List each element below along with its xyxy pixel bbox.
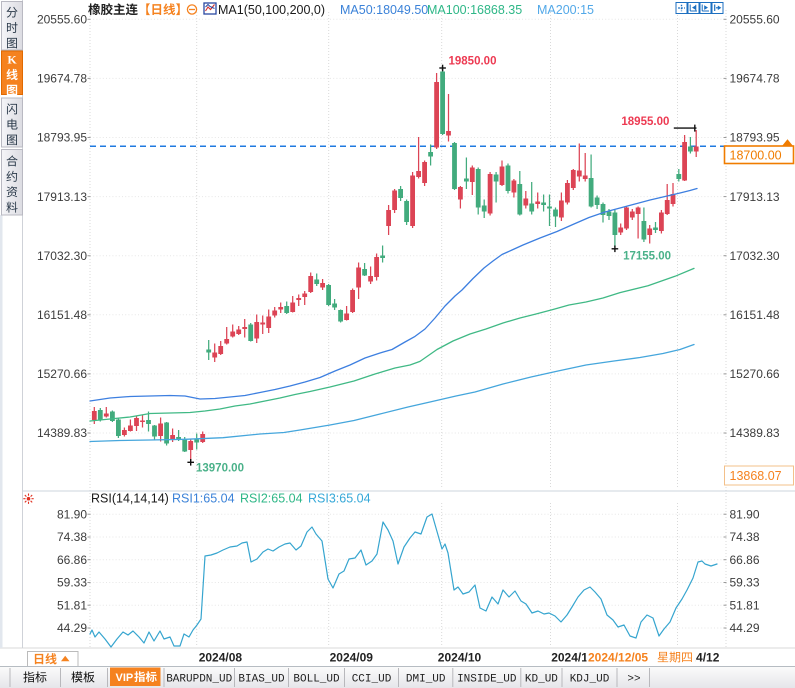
svg-text:44.29: 44.29 [57, 621, 87, 635]
svg-text:BOLL_UD: BOLL_UD [293, 674, 340, 686]
svg-text:20555.60: 20555.60 [37, 13, 87, 27]
svg-text:RSI3:65.04: RSI3:65.04 [308, 492, 371, 506]
svg-text:51.81: 51.81 [730, 598, 760, 612]
svg-text:19674.78: 19674.78 [37, 72, 87, 86]
svg-text:17032.30: 17032.30 [730, 249, 780, 263]
svg-text:18955.00: 18955.00 [621, 116, 669, 128]
svg-text:2024/10: 2024/10 [438, 651, 482, 665]
svg-text:59.33: 59.33 [57, 576, 87, 590]
svg-text:RSI2:65.04: RSI2:65.04 [240, 492, 303, 506]
svg-text:18793.95: 18793.95 [37, 131, 87, 145]
svg-text:20555.60: 20555.60 [730, 13, 780, 27]
svg-text:18700.00: 18700.00 [730, 149, 782, 163]
svg-text:CCI_UD: CCI_UD [352, 674, 392, 686]
svg-text:DMI_UD: DMI_UD [406, 674, 446, 686]
svg-text:66.86: 66.86 [57, 553, 87, 567]
svg-text:RSI(14,14,14): RSI(14,14,14) [91, 492, 169, 506]
svg-text:14389.83: 14389.83 [730, 426, 780, 440]
svg-text:19850.00: 19850.00 [449, 56, 497, 68]
svg-text:15270.66: 15270.66 [730, 367, 780, 381]
svg-text:BARUPDN_UD: BARUPDN_UD [166, 674, 232, 686]
svg-text:KDJ_UD: KDJ_UD [570, 674, 610, 686]
svg-text:17155.00: 17155.00 [623, 251, 671, 263]
svg-text:2024/09: 2024/09 [330, 651, 374, 665]
svg-text:51.81: 51.81 [57, 598, 87, 612]
svg-text:81.90: 81.90 [57, 507, 87, 521]
svg-text:15270.66: 15270.66 [37, 367, 87, 381]
svg-text:2024/08: 2024/08 [199, 651, 243, 665]
svg-text:17913.13: 17913.13 [37, 190, 87, 204]
svg-text:17913.13: 17913.13 [730, 190, 780, 204]
svg-text:81.90: 81.90 [730, 507, 760, 521]
svg-text:16151.48: 16151.48 [730, 308, 780, 322]
svg-text:RSI1:65.04: RSI1:65.04 [172, 492, 235, 506]
svg-text:MA1(50,100,200,0): MA1(50,100,200,0) [218, 3, 325, 17]
svg-text:2024/12/05: 2024/12/05 [588, 651, 648, 665]
svg-text:19674.78: 19674.78 [730, 72, 780, 86]
svg-text:KD_UD: KD_UD [525, 674, 558, 686]
svg-text:44.29: 44.29 [730, 621, 760, 635]
svg-text:13970.00: 13970.00 [196, 463, 244, 475]
svg-text:13868.07: 13868.07 [730, 469, 782, 483]
svg-text:18793.95: 18793.95 [730, 131, 780, 145]
svg-text:INSIDE_UD: INSIDE_UD [457, 674, 517, 686]
svg-text:14389.83: 14389.83 [37, 426, 87, 440]
svg-text:MA100:16868.35: MA100:16868.35 [427, 3, 522, 17]
svg-text:MA200:15: MA200:15 [537, 3, 594, 17]
svg-text:2024/11: 2024/11 [551, 651, 594, 665]
svg-text:BIAS_UD: BIAS_UD [238, 674, 285, 686]
svg-text:17032.30: 17032.30 [37, 249, 87, 263]
svg-text:59.33: 59.33 [730, 576, 760, 590]
svg-text:>>: >> [627, 674, 640, 686]
svg-text:VIP: VIP [116, 672, 134, 684]
svg-text:K: K [7, 53, 17, 67]
svg-text:66.86: 66.86 [730, 553, 760, 567]
svg-text:74.38: 74.38 [57, 530, 87, 544]
svg-text:16151.48: 16151.48 [37, 308, 87, 322]
svg-text:MA50:18049.50: MA50:18049.50 [340, 3, 428, 17]
svg-text:74.38: 74.38 [730, 530, 760, 544]
